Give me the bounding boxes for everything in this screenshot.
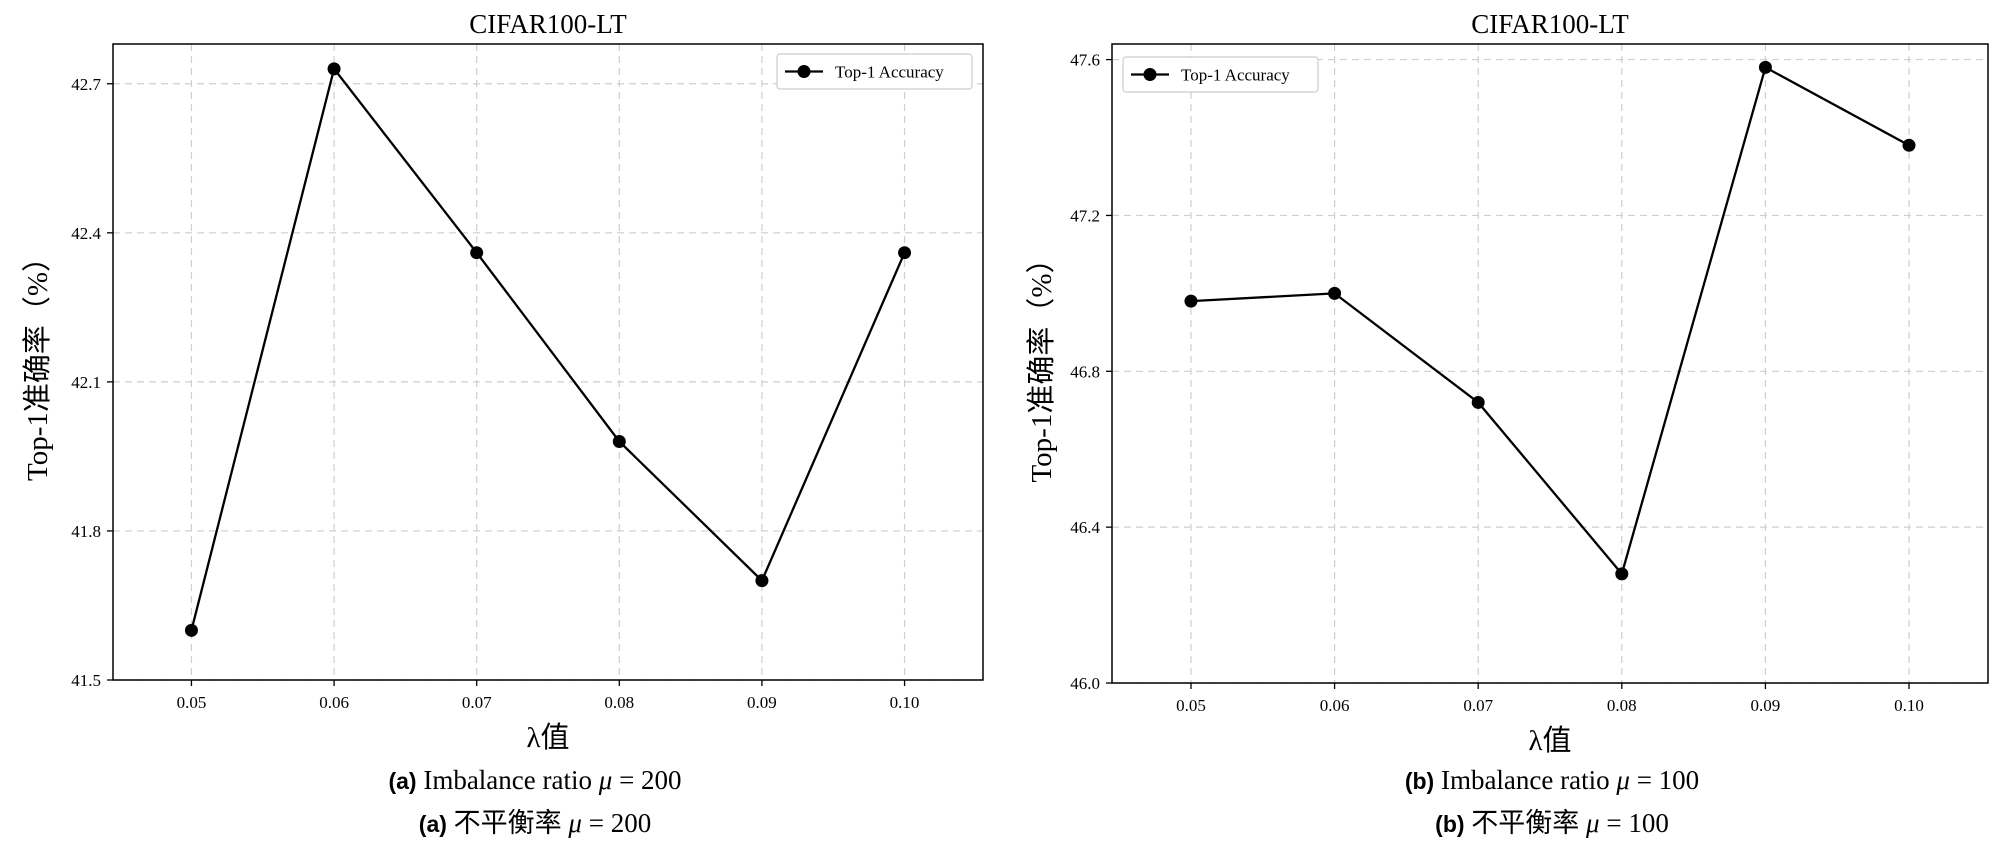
x-tick-label-b: 0.07 [1463,696,1493,715]
legend-box-b [1122,56,1319,93]
plot-frame-a [112,43,984,681]
y-axis-label-b: Top-1准确率（%） [1025,244,1058,482]
y-axis-label-a: Top-1准确率（%） [21,243,54,481]
caption-a-english: (a) Imbalance ratio μ = 200 [235,762,835,799]
data-point-b [1328,286,1342,300]
caption-b-mu-value: = 100 [1636,765,1700,795]
x-tick-label-b: 0.09 [1751,696,1781,715]
data-point-a [898,246,912,260]
caption-b-prefix-zh: 不平衡率 [1471,808,1580,838]
caption-b-mu-zh: μ [1586,808,1600,838]
caption-b-english: (b) Imbalance ratio μ = 100 [1252,762,1852,799]
x-tick-label-a: 0.10 [890,693,920,712]
x-tick-label-b: 0.06 [1320,696,1350,715]
chart-panel-a: 0.05 0.06 0.07 0.08 0.09 0.10 41.5 41.8 42.1 42.4… [21,9,984,754]
caption-b-label: (b) [1404,768,1435,794]
series-line-b [1190,66,1910,576]
caption-a-label: (a) [388,768,417,794]
x-tick-label-a: 0.09 [747,693,777,712]
y-tick-label-a: 42.4 [71,224,101,243]
data-point-a [470,246,484,260]
x-tick-label-a: 0.06 [319,693,349,712]
y-tick-label-b: 47.2 [1070,206,1100,225]
y-tick-label-b: 46.4 [1070,518,1100,537]
caption-a-mu-value-zh: = 200 [588,808,652,838]
legend-marker-a [797,65,811,78]
y-tick-label-a: 41.8 [71,522,101,541]
data-point-b [1471,395,1485,409]
data-point-a [755,574,769,588]
data-point-b [1615,567,1629,581]
caption-a-prefix: Imbalance ratio [423,765,592,795]
legend-box-a [776,53,973,90]
data-point-a [612,435,626,448]
y-tick-label-b: 46.8 [1070,362,1100,381]
series-line-a [190,67,906,631]
data-point-a [184,623,198,637]
x-tick-label-a: 0.05 [177,693,207,712]
x-tick-label-b: 0.05 [1176,696,1206,715]
x-tick-label-b: 0.08 [1607,696,1637,715]
chart-title-a: CIFAR100-LT [469,9,627,39]
data-point-b [1902,138,1916,152]
x-tick-label-b: 0.10 [1894,696,1924,715]
caption-a-mu-value: = 200 [619,765,682,795]
y-tick-label-b: 47.6 [1070,51,1100,70]
y-tick-label-b: 46.0 [1070,674,1100,693]
caption-a-mu: μ [598,765,613,795]
chart-title-b: CIFAR100-LT [1471,9,1629,39]
legend-label-a: Top-1 Accuracy [835,63,944,82]
y-tick-label-a: 41.5 [71,671,101,690]
x-tick-label-a: 0.08 [604,693,634,712]
chart-panel-b: 0.05 0.06 0.07 0.08 0.09 0.10 46.0 46.4 46.8 47.2… [1025,9,1989,757]
caption-a-label-zh: (a) [418,811,447,837]
x-axis-label-a: λ值 [526,721,569,754]
caption-b-mu-value-zh: = 100 [1606,808,1669,838]
data-point-b [1758,60,1772,74]
caption-b-mu: μ [1616,765,1630,795]
caption-a-chinese: (a) 不平衡率 μ = 200 [235,805,835,842]
caption-b-label-zh: (b) [1435,811,1465,837]
data-point-a [327,62,341,76]
x-axis-label-b: λ值 [1528,724,1571,757]
y-tick-label-a: 42.7 [71,75,101,94]
x-tick-label-a: 0.07 [462,693,492,712]
legend-marker-b [1143,68,1157,81]
caption-a-prefix-zh: 不平衡率 [453,808,562,838]
data-point-b [1184,294,1198,308]
legend-label-b: Top-1 Accuracy [1181,66,1290,85]
caption-b-prefix: Imbalance ratio [1440,765,1610,795]
plot-frame-b [1111,43,1989,684]
caption-a-mu-zh: μ [568,808,582,838]
y-tick-label-a: 42.1 [71,373,101,392]
caption-b-chinese: (b) 不平衡率 μ = 100 [1252,805,1852,842]
